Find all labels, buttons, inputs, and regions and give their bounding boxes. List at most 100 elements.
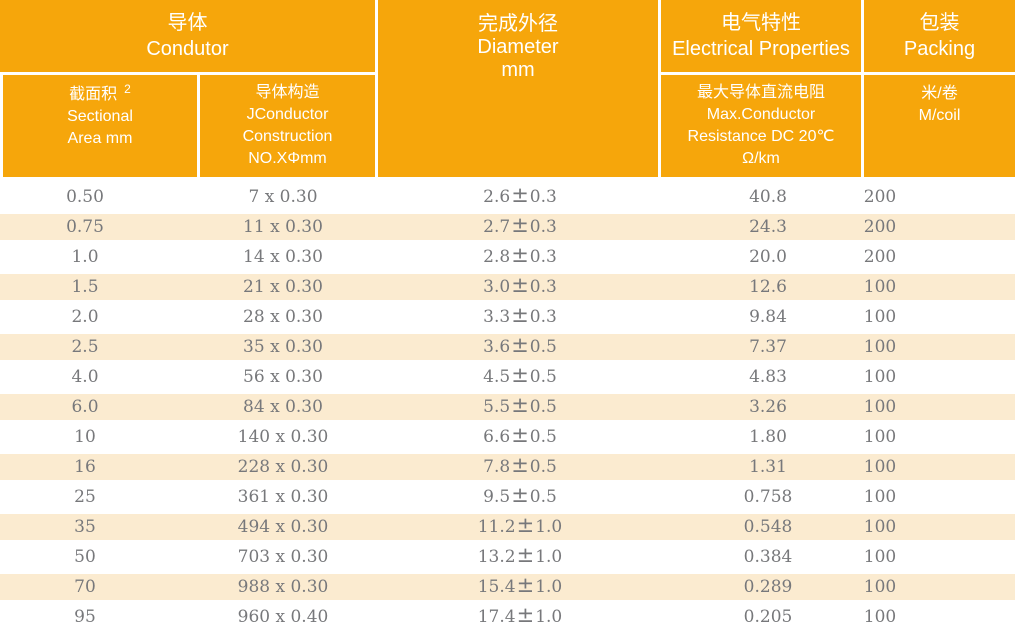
tolerance-value: 1.0 [535,517,563,537]
tolerance-value: 0.5 [529,337,557,357]
header-mcoil-en: M/coil [918,107,961,124]
diameter-value: 6.6 [483,427,511,447]
cell-sectional-area: 6.0 [71,397,99,417]
table-row: 35 494 x 0.30 11.2 ±1.0 0.548 100 [0,512,1015,542]
cell-construction: 228 x 0.30 [237,457,329,477]
diameter-value: 3.0 [483,277,511,297]
table-row: 25 361 x 0.30 9.5 ±0.5 0.758 100 [0,482,1015,512]
tolerance-value: 0.3 [529,307,557,327]
cell-construction: 140 x 0.30 [237,427,329,447]
tolerance-value: 1.0 [535,607,563,627]
header-packing-en: Packing [903,38,976,60]
cell-packing: 100 [863,547,897,567]
header-diameter-zh: 完成外径 [478,13,558,35]
plus-minus-sign: ± [511,212,529,237]
diameter-value: 5.5 [483,397,511,417]
cell-resistance: 40.8 [749,187,787,207]
tolerance-value: 1.0 [535,547,563,567]
diameter-value: 2.8 [483,247,511,267]
header-resistance-zh: 最大导体直流电阻 [696,84,825,101]
cell-resistance: 0.384 [743,547,793,567]
cell-diameter: 6.6 ±0.5 [396,422,644,452]
cell-sectional-area: 35 [74,517,96,537]
cell-resistance: 24.3 [749,217,787,237]
cell-construction: 11 x 0.30 [243,217,323,237]
cell-resistance: 0.289 [743,577,793,597]
table-row: 0.75 11 x 0.30 2.7 ±0.3 24.3 200 [0,212,1015,242]
header-diameter-unit: mm [501,59,535,81]
header-max-resistance: 最大导体直流电阻 Max.Conductor Resistance DC 20℃… [661,75,861,177]
cell-diameter: 4.5 ±0.5 [396,362,644,392]
cell-resistance: 9.84 [749,307,787,327]
cell-diameter: 7.8 ±0.5 [396,452,644,482]
cell-packing: 100 [863,577,897,597]
cell-packing: 200 [863,247,897,267]
cell-packing: 200 [863,187,897,207]
table-row: 6.0 84 x 0.30 5.5 ±0.5 3.26 100 [0,392,1015,422]
cell-sectional-area: 70 [74,577,96,597]
table-row: 95 960 x 0.40 17.4 ±1.0 0.205 100 [0,602,1015,631]
cell-resistance: 1.31 [749,457,787,477]
header-construction-en2: Construction [242,128,333,145]
plus-minus-sign: ± [511,422,529,447]
diameter-value: 4.5 [483,367,511,387]
cell-packing: 100 [863,487,897,507]
cell-resistance: 12.6 [749,277,787,297]
cell-diameter: 15.4 ±1.0 [396,572,644,602]
table-row: 70 988 x 0.30 15.4 ±1.0 0.289 100 [0,572,1015,602]
header-m-per-coil: 米/卷 M/coil [864,75,1015,177]
plus-minus-sign: ± [511,332,529,357]
header-electrical-en: Electrical Properties [672,38,850,60]
plus-minus-sign: ± [516,542,535,567]
cell-construction: 494 x 0.30 [237,517,329,537]
tolerance-value: 1.0 [535,577,563,597]
cell-sectional-area: 0.50 [66,187,104,207]
cell-resistance: 3.26 [749,397,787,417]
plus-minus-sign: ± [516,602,535,627]
header-diameter: 完成外径 Diameter mm [378,0,658,177]
table-row: 0.50 7 x 0.30 2.6 ±0.3 40.8 200 [0,182,1015,212]
cell-resistance: 7.37 [749,337,787,357]
table-row: 2.0 28 x 0.30 3.3 ±0.3 9.84 100 [0,302,1015,332]
cell-sectional-area: 1.0 [71,247,99,267]
cell-sectional-area: 16 [74,457,96,477]
plus-minus-sign: ± [511,182,529,207]
cell-packing: 100 [863,397,897,417]
cell-diameter: 11.2 ±1.0 [396,512,644,542]
cell-construction: 7 x 0.30 [248,187,318,207]
cell-diameter: 3.3 ±0.3 [396,302,644,332]
cell-packing: 100 [863,307,897,327]
header-diameter-en: Diameter [477,36,559,58]
header-conductor-zh: 导体 [167,12,208,34]
diameter-value: 15.4 [477,577,516,597]
header-packing-zh: 包装 [919,12,960,34]
header-conductor-en: Condutor [146,38,229,60]
cell-sectional-area: 0.75 [66,217,104,237]
header-electrical-zh: 电气特性 [721,12,801,34]
tolerance-value: 0.5 [529,457,557,477]
cell-packing: 100 [863,607,897,627]
tolerance-value: 0.5 [529,487,557,507]
cell-construction: 960 x 0.40 [237,607,329,627]
plus-minus-sign: ± [511,482,529,507]
header-construction-zh: 导体构造 [255,84,320,101]
plus-minus-sign: ± [511,392,529,417]
cell-construction: 14 x 0.30 [243,247,323,267]
cell-construction: 84 x 0.30 [243,397,323,417]
header-sectional-area-en2: Area mm [67,130,133,147]
header-resistance-en2: Resistance DC 20℃ [687,128,835,145]
cell-construction: 35 x 0.30 [243,337,323,357]
tolerance-value: 0.5 [529,367,557,387]
table-row: 10 140 x 0.30 6.6 ±0.5 1.80 100 [0,422,1015,452]
cell-resistance: 0.758 [743,487,793,507]
header-conductor-construction: 导体构造 JConductor Construction NO.XΦmm [200,75,375,177]
diameter-value: 3.6 [483,337,511,357]
header-electrical-properties: 电气特性 Electrical Properties [661,0,861,72]
cell-diameter: 2.8 ±0.3 [396,242,644,272]
cell-sectional-area: 1.5 [71,277,99,297]
cell-construction: 988 x 0.30 [237,577,329,597]
header-sectional-area: 截面积 2 Sectional Area mm [3,75,197,177]
header-packing: 包装 Packing [864,0,1015,72]
diameter-value: 2.7 [483,217,511,237]
